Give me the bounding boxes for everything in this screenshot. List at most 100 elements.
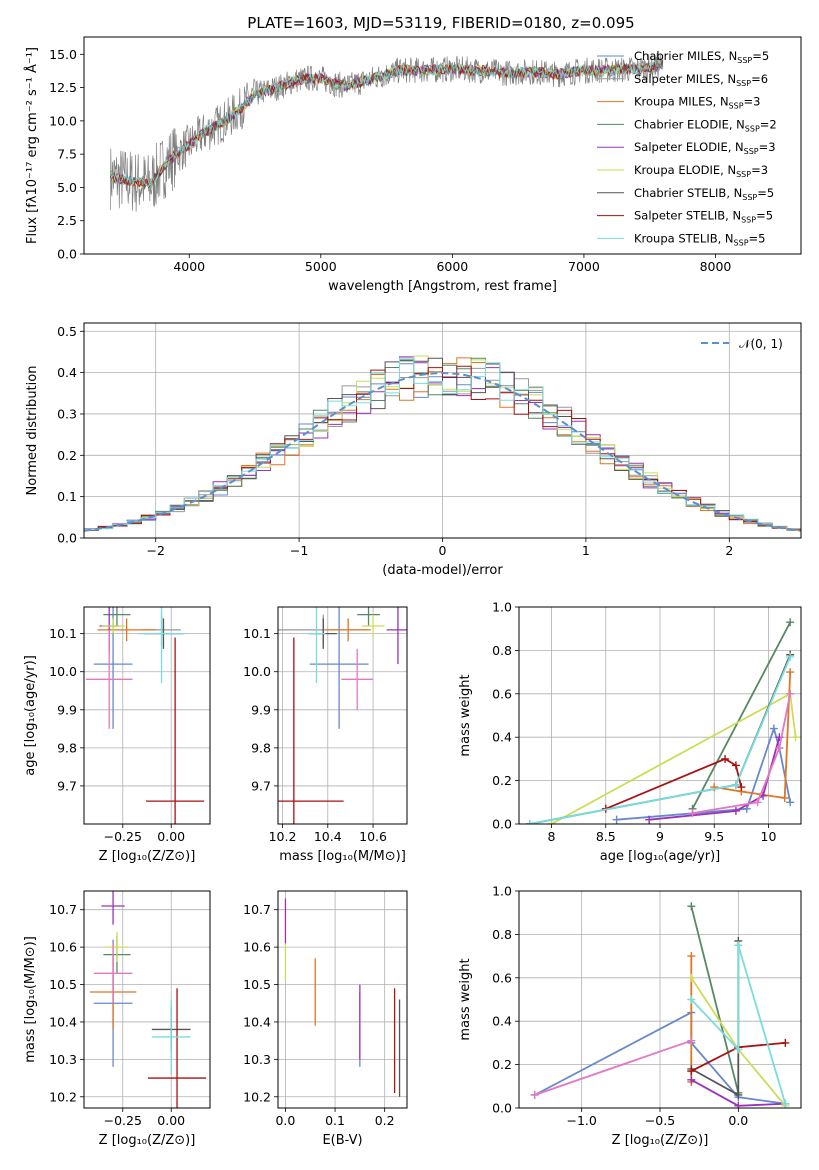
weight-marker	[734, 1090, 743, 1099]
y-tick-label: 10.6	[49, 940, 77, 955]
legend-n: =5	[756, 209, 773, 223]
y-tick-label: 10.6	[243, 940, 271, 955]
y-tick-label: 0.2	[57, 448, 77, 463]
y-tick-label: 0.6	[492, 970, 512, 985]
x-tick-label: 10.2	[269, 829, 297, 844]
y-tick-label: 10.5	[243, 977, 271, 992]
y-tick-label: 10.2	[243, 1089, 271, 1104]
normal-curve-line	[84, 372, 801, 532]
legend-sub: SSP	[736, 170, 751, 179]
legend-n: =3	[759, 140, 776, 154]
y-tick-label: 9.7	[57, 778, 77, 793]
x-tick-label: 10	[761, 829, 777, 844]
y-tick-label: 9.8	[251, 740, 271, 755]
y-tick-label: 10.0	[49, 113, 77, 128]
x-tick-label: 0.0	[728, 1113, 748, 1128]
y-tick-label: 10.1	[243, 626, 271, 641]
panels: 4000 5000 6000 7000 80000.02.55.07.510.012.5…	[23, 36, 802, 1148]
x-tick-label: 7000	[568, 259, 600, 274]
legend-label: Salpeter STELIB, N	[634, 209, 741, 223]
legend-label: Kroupa STELIB, N	[634, 231, 734, 245]
y-tick-label: 0.0	[57, 247, 77, 262]
legend-entry: Kroupa MILES, NSSP=3	[634, 95, 760, 111]
weight-marker	[530, 1090, 539, 1099]
panel-spectrum: 4000 5000 6000 7000 8000 0.0 2.5 5.0 7.5 10.0 12.5…	[24, 36, 802, 294]
y-tick-label: 0.3	[57, 406, 77, 421]
plot-area-age-vs-Z	[85, 607, 205, 824]
axes-frame	[83, 606, 211, 825]
legend-entry: Kroupa ELODIE, NSSP=3	[634, 163, 768, 179]
weight-marker	[753, 798, 762, 807]
y-tick-label: 0.0	[492, 1101, 512, 1116]
x-tick-label: 0	[439, 543, 447, 558]
panel-age-vs-mass: 10.2 10.4 10.6 9.7 9.8 9.9 10.0 10.1 mass [log₁₀…	[243, 606, 408, 864]
y-tick-label: 5.0	[57, 180, 77, 195]
panel-age-vs-Z: −0.25 0.00 9.7 9.8 9.9 10.0 10.1 Z [log₁₀(Z/Z⊙)…	[23, 606, 211, 864]
legend-n: =3	[751, 163, 768, 177]
legend-n: =5	[757, 186, 774, 200]
error-point	[97, 618, 156, 642]
y-tick-label: 0.4	[57, 365, 77, 380]
legend-entry: Chabrier STELIB, NSSP=5	[634, 186, 774, 202]
error-point	[147, 988, 207, 1108]
legend-n: =5	[749, 231, 766, 245]
weight-marker	[734, 1045, 743, 1054]
panel-residuals: −2 −1 0 1 2 0.0 0.1 0.2 0.3 0.4 0.5 (data-model)/er…	[25, 322, 802, 578]
weight-marker	[786, 689, 795, 698]
y-tick-label: 0.8	[492, 927, 512, 942]
x-axis-label: mass [log₁₀(M/M⊙)]	[279, 849, 406, 864]
x-tick-label: −0.25	[104, 829, 142, 844]
y-tick-label: 10.3	[243, 1052, 271, 1067]
legend-sub: SSP	[744, 147, 759, 156]
y-tick-label: 1.0	[492, 884, 512, 899]
legend-entry: 𝒩(0, 1)	[739, 337, 783, 351]
legend-sub: SSP	[736, 79, 751, 88]
x-axis-label: Z [log₁₀(Z/Z⊙)]	[99, 1133, 196, 1148]
error-point	[386, 607, 407, 665]
weight-marker	[687, 1036, 696, 1045]
weight-marker	[786, 798, 795, 807]
weight-marker	[731, 806, 740, 815]
legend-n: =2	[760, 117, 777, 131]
legend-n: =3	[744, 95, 761, 109]
legend-sub: SSP	[742, 193, 757, 202]
weight-series	[687, 902, 743, 1097]
weight-series-line	[690, 940, 740, 1097]
y-axis-label: mass [log₁₀(M/M⊙)]	[23, 936, 38, 1063]
weight-series-line	[534, 1039, 692, 1096]
x-tick-label: 9	[656, 829, 664, 844]
error-point	[325, 618, 371, 642]
legend-label: Chabrier STELIB, N	[634, 186, 742, 200]
y-tick-label: 10.0	[49, 664, 77, 679]
weight-marker	[781, 1099, 790, 1108]
plot-area-age-vs-mass	[278, 607, 407, 824]
y-tick-label: 10.4	[243, 1014, 271, 1029]
legend-label: Salpeter MILES, N	[634, 72, 736, 86]
y-axis-label: age [log₁₀(age/yr)]	[23, 655, 38, 776]
panel-mass-vs-Z: −0.25 0.00 10.2 10.3 10.4 10.5 10.6 10.7 Z [log₁…	[23, 890, 211, 1148]
residual-histogram-line	[84, 357, 801, 531]
y-tick-label: 0.2	[492, 773, 512, 788]
model-spectrum-line	[109, 60, 664, 188]
error-point	[278, 637, 344, 824]
weight-marker	[688, 809, 697, 818]
weight-marker	[791, 733, 800, 742]
y-tick-label: 9.9	[251, 702, 271, 717]
y-tick-label: 0.0	[492, 817, 512, 832]
x-axis-label: (data-model)/error	[382, 563, 503, 578]
y-tick-label: 15.0	[49, 47, 77, 62]
weight-marker	[687, 1075, 696, 1084]
weight-marker	[687, 995, 696, 1004]
x-tick-label: 8.5	[596, 829, 616, 844]
x-tick-label: 10.4	[314, 829, 342, 844]
legend-label: Chabrier ELODIE, N	[634, 117, 745, 131]
y-axis-label: mass weight	[458, 958, 473, 1040]
x-tick-label: 0.2	[375, 1113, 395, 1128]
x-tick-label: 2	[725, 543, 733, 558]
axes-frame	[83, 322, 802, 539]
weight-marker	[786, 618, 795, 627]
weight-series-line	[690, 945, 787, 1104]
error-point	[93, 943, 133, 1004]
